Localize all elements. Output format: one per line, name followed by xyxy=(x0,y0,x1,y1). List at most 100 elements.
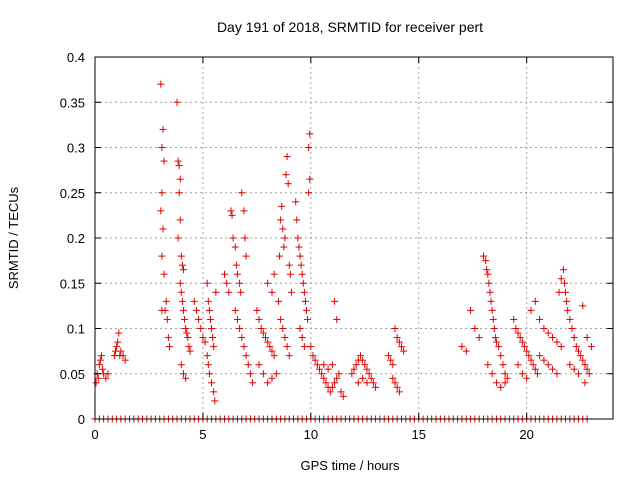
data-point xyxy=(179,306,187,314)
data-point xyxy=(313,361,321,369)
data-point xyxy=(305,189,313,197)
axis-ticks: 0 5 10 15 20 0 0.05 0.1 0.15 0.2 0.25 0.3 0.35 0.4 xyxy=(60,50,613,442)
data-point xyxy=(229,234,237,242)
data-point xyxy=(563,297,571,305)
data-point xyxy=(208,379,216,387)
data-point xyxy=(204,361,212,369)
data-point xyxy=(566,315,574,323)
data-point xyxy=(300,288,308,296)
data-point xyxy=(192,306,200,314)
x-tick-label: 15 xyxy=(412,427,426,442)
data-point xyxy=(536,315,544,323)
y-tick-label: 0.35 xyxy=(60,95,85,110)
data-point xyxy=(540,356,548,364)
y-tick-label: 0 xyxy=(78,412,85,427)
data-point xyxy=(227,207,235,215)
data-point xyxy=(301,297,309,305)
data-point xyxy=(203,352,211,360)
data-point xyxy=(223,279,231,287)
data-point xyxy=(201,338,209,346)
data-point xyxy=(356,352,364,360)
data-point xyxy=(240,343,248,351)
data-point xyxy=(92,379,100,387)
data-point xyxy=(564,306,572,314)
data-point xyxy=(363,379,371,387)
data-point xyxy=(518,370,526,378)
data-point xyxy=(176,279,184,287)
data-point xyxy=(186,347,194,355)
data-point xyxy=(559,266,567,274)
data-point xyxy=(102,374,110,382)
data-point xyxy=(560,279,568,287)
data-point xyxy=(583,334,591,342)
data-point xyxy=(94,374,102,382)
data-point xyxy=(501,370,509,378)
data-point xyxy=(293,216,301,224)
data-point xyxy=(237,288,245,296)
x-tick-label: 20 xyxy=(519,427,533,442)
data-point xyxy=(297,261,305,269)
data-point xyxy=(183,329,191,337)
data-point xyxy=(272,370,280,378)
data-point xyxy=(309,352,317,360)
data-point xyxy=(268,347,276,355)
data-point xyxy=(483,266,491,274)
data-point xyxy=(283,153,291,161)
data-point xyxy=(487,297,495,305)
data-point xyxy=(264,279,272,287)
data-point xyxy=(104,370,112,378)
data-point xyxy=(205,306,213,314)
data-point xyxy=(488,306,496,314)
data-point xyxy=(190,297,198,305)
data-point xyxy=(231,306,239,314)
data-point xyxy=(397,343,405,351)
data-point xyxy=(328,383,336,391)
data-point xyxy=(359,356,367,364)
data-point xyxy=(385,352,393,360)
data-point xyxy=(210,343,218,351)
data-point xyxy=(305,144,313,151)
data-point xyxy=(253,306,261,314)
data-point xyxy=(298,270,306,278)
data-point xyxy=(581,379,589,387)
data-point xyxy=(462,347,470,355)
data-point xyxy=(160,270,168,278)
data-point xyxy=(95,361,103,369)
data-point xyxy=(284,180,292,188)
data-point xyxy=(389,361,397,369)
data-point xyxy=(570,334,578,342)
x-tick-label: 0 xyxy=(91,427,98,442)
data-point xyxy=(158,144,166,151)
data-point xyxy=(540,325,548,332)
data-point xyxy=(583,365,591,373)
data-point xyxy=(208,325,216,332)
data-point xyxy=(281,334,289,342)
x-tick-label: 5 xyxy=(199,427,206,442)
data-point xyxy=(458,343,466,351)
data-point xyxy=(367,374,375,382)
data-point xyxy=(264,338,272,346)
data-point xyxy=(97,352,105,360)
data-point xyxy=(579,302,587,310)
data-point xyxy=(326,388,334,396)
data-point xyxy=(467,306,475,314)
data-point xyxy=(231,243,239,251)
data-point xyxy=(318,370,326,378)
data-point xyxy=(179,370,187,378)
data-point xyxy=(320,361,328,369)
data-point xyxy=(280,243,288,251)
data-point xyxy=(285,261,293,269)
data-point xyxy=(160,157,168,165)
data-point xyxy=(278,202,286,210)
data-point xyxy=(285,352,293,360)
data-point xyxy=(204,297,212,305)
data-point xyxy=(361,361,369,369)
data-point xyxy=(395,338,403,346)
data-point xyxy=(179,266,187,274)
data-point xyxy=(490,325,498,332)
data-point xyxy=(177,252,185,260)
data-point xyxy=(555,288,563,296)
data-point xyxy=(257,325,265,332)
data-point xyxy=(348,370,356,378)
